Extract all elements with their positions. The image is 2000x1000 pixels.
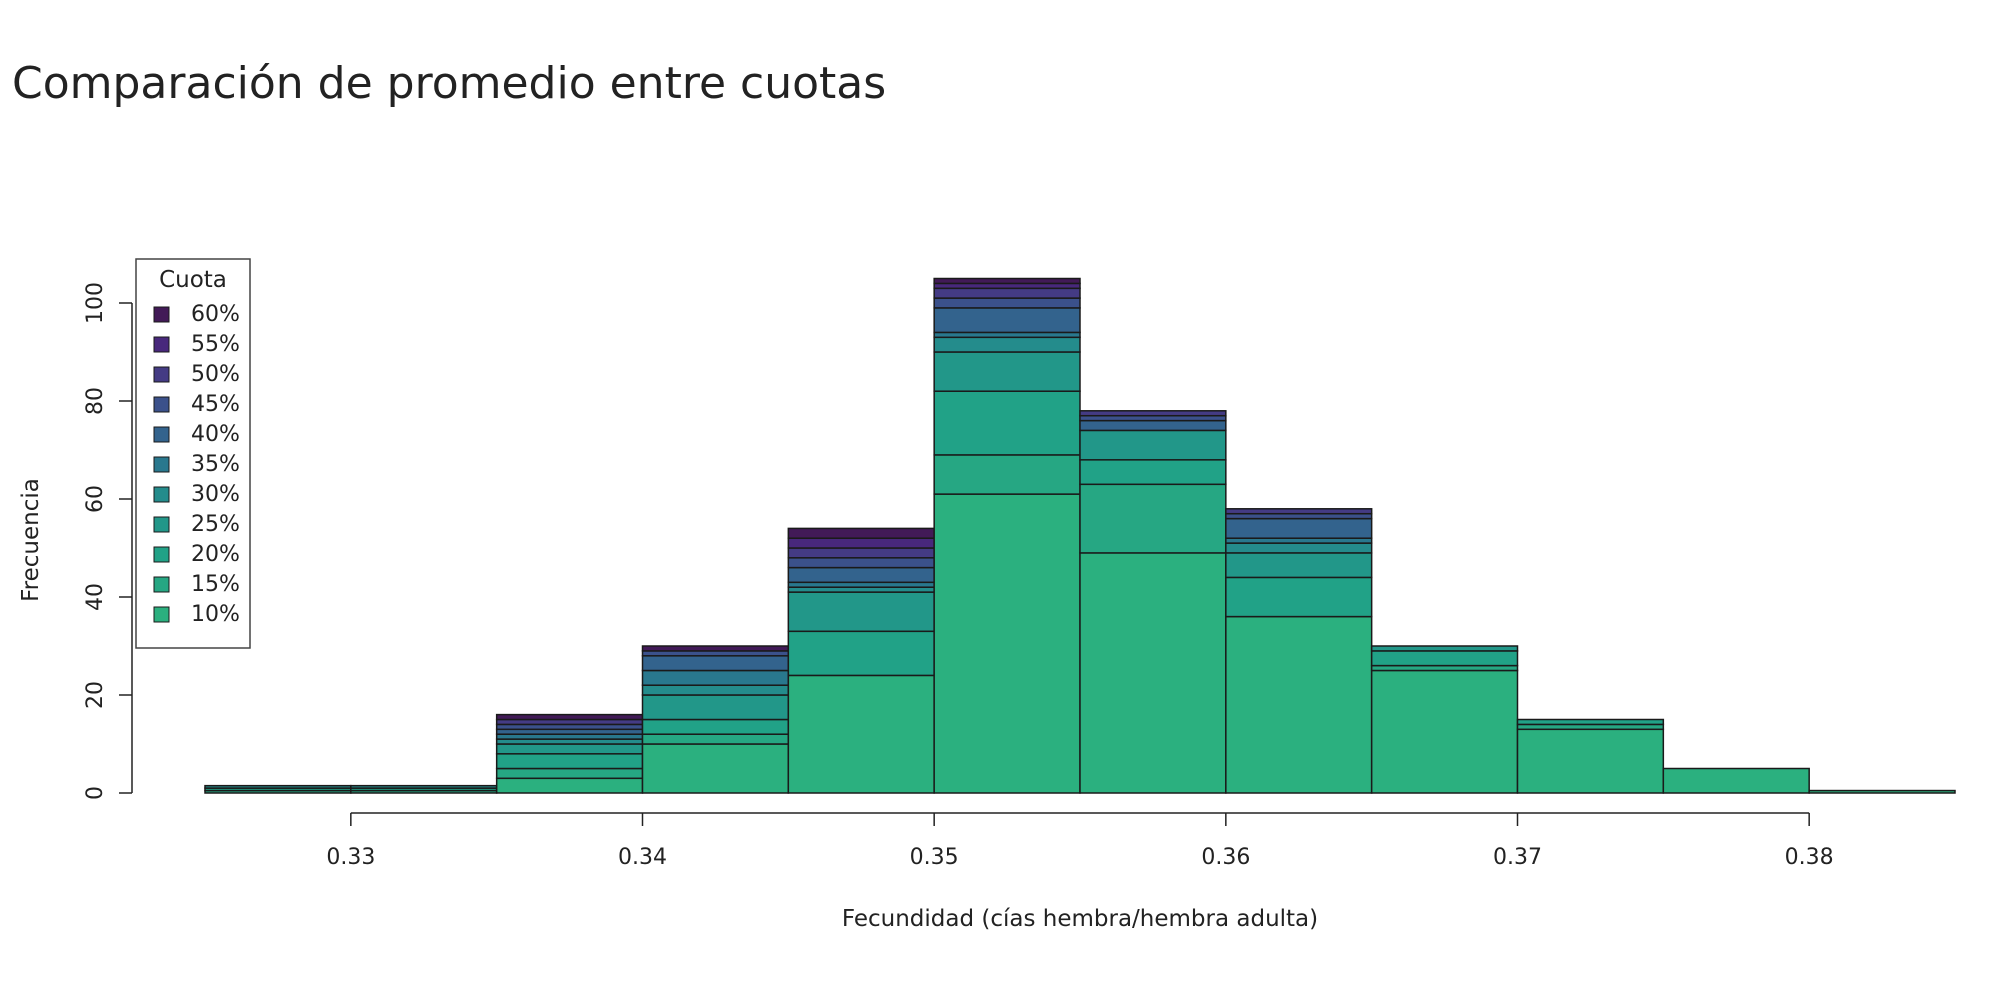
y-axis-label: Frecuencia: [18, 478, 44, 602]
bar-segment: [933, 277, 1081, 285]
bar-segment: [787, 537, 935, 549]
bar-segment: [933, 307, 1081, 334]
bar-segment: [1370, 669, 1519, 794]
bar-segment: [641, 733, 790, 745]
bar-segment: [495, 777, 644, 794]
bar-segment: [933, 336, 1081, 353]
legend-title: Cuota: [159, 267, 227, 293]
legend-label: 25%: [191, 512, 240, 537]
bar-segment: [787, 547, 935, 559]
bar-segment: [1079, 483, 1227, 554]
bar-segment: [1662, 767, 1810, 794]
legend-swatch: [153, 456, 170, 473]
legend: Cuota 60% 55% 50% 45% 40% 35% 30% 25% 20% 15% 10%: [135, 258, 251, 649]
bar-segment: [933, 297, 1081, 309]
legend-swatch: [153, 486, 170, 503]
bar-segment: [787, 591, 935, 633]
bar-segment: [933, 351, 1081, 392]
legend-label: 55%: [191, 332, 240, 357]
bar-segment: [1225, 542, 1373, 554]
y-tick-label: 0: [83, 786, 108, 800]
legend-label: 60%: [191, 302, 240, 327]
bar-segment: [1225, 615, 1373, 794]
y-tick-label: 100: [83, 282, 108, 324]
legend-label: 35%: [191, 452, 240, 477]
bar-segment: [1516, 728, 1665, 794]
legend-label: 40%: [191, 422, 240, 447]
y-tick-label: 40: [83, 583, 108, 611]
legend-swatch: [153, 306, 170, 323]
legend-label: 50%: [191, 362, 240, 387]
y-tick-label: 80: [83, 387, 108, 415]
bar-segment: [641, 684, 790, 696]
bar-segment: [204, 784, 352, 789]
bar-segment: [1225, 552, 1373, 579]
bar-segment: [1079, 459, 1227, 486]
bar-segment: [787, 557, 935, 569]
bar-segment: [787, 527, 935, 539]
bar-segment: [933, 493, 1081, 794]
bar-segment: [1370, 645, 1519, 652]
legend-swatch: [153, 396, 170, 413]
bar-segment: [1079, 419, 1227, 432]
bar-segment: [641, 645, 790, 652]
bar-segment: [495, 753, 644, 770]
legend-swatch: [153, 546, 170, 563]
bar-segment: [1225, 508, 1373, 515]
bar-segment: [933, 454, 1081, 495]
x-tick-label: 0.36: [1201, 845, 1250, 870]
bar-segment: [641, 718, 790, 735]
bar-segment: [1079, 552, 1227, 794]
bar-segment: [641, 655, 790, 672]
legend-label: 45%: [191, 392, 240, 417]
y-axis: 0 20 40 60 80 100: [83, 282, 133, 800]
x-axis: 0.33 0.34 0.35 0.36 0.37 0.38: [326, 812, 1834, 870]
legend-swatch: [153, 426, 170, 443]
bar-segment: [1225, 517, 1373, 539]
bar-segment: [641, 743, 790, 794]
y-tick-label: 60: [83, 485, 108, 513]
bar-segment: [1079, 429, 1227, 461]
legend-label: 30%: [191, 482, 240, 507]
x-tick-label: 0.38: [1785, 845, 1834, 870]
bar-segment: [1808, 789, 1956, 794]
bar-segment: [641, 669, 790, 686]
bar-segment: [787, 566, 935, 584]
legend-label: 10%: [191, 602, 240, 627]
bar-segment: [495, 713, 644, 721]
legend-swatch: [153, 606, 170, 623]
bar-segment: [1516, 718, 1665, 726]
legend-label: 20%: [191, 542, 240, 567]
legend-swatch: [153, 576, 170, 593]
bar-segment: [1225, 576, 1373, 618]
legend-label: 15%: [191, 572, 240, 597]
bar-segment: [350, 784, 498, 789]
legend-swatch: [153, 336, 170, 353]
x-tick-label: 0.33: [326, 845, 375, 870]
x-tick-label: 0.34: [618, 845, 667, 870]
page-title: Comparación de promedio entre cuotas: [12, 58, 887, 109]
x-axis-label: Fecundidad (cías hembra/hembra adulta): [842, 906, 1318, 932]
bar-segment: [933, 287, 1081, 299]
bar-segment: [1079, 410, 1227, 417]
bar-segment: [787, 630, 935, 677]
x-tick-label: 0.37: [1493, 845, 1542, 870]
bar-segment: [641, 694, 790, 721]
legend-items: 60% 55% 50% 45% 40% 35% 30% 25% 20% 15% 10%: [153, 302, 240, 627]
legend-swatch: [153, 366, 170, 383]
bar-segment: [1370, 650, 1519, 667]
legend-swatch: [153, 516, 170, 533]
x-tick-label: 0.35: [910, 845, 959, 870]
bar-segment: [787, 674, 935, 794]
bar-segment: [495, 743, 644, 755]
bars-group: [204, 277, 1956, 794]
y-tick-label: 20: [83, 681, 108, 709]
bar-segment: [933, 390, 1081, 456]
bar-segment: [495, 767, 644, 780]
